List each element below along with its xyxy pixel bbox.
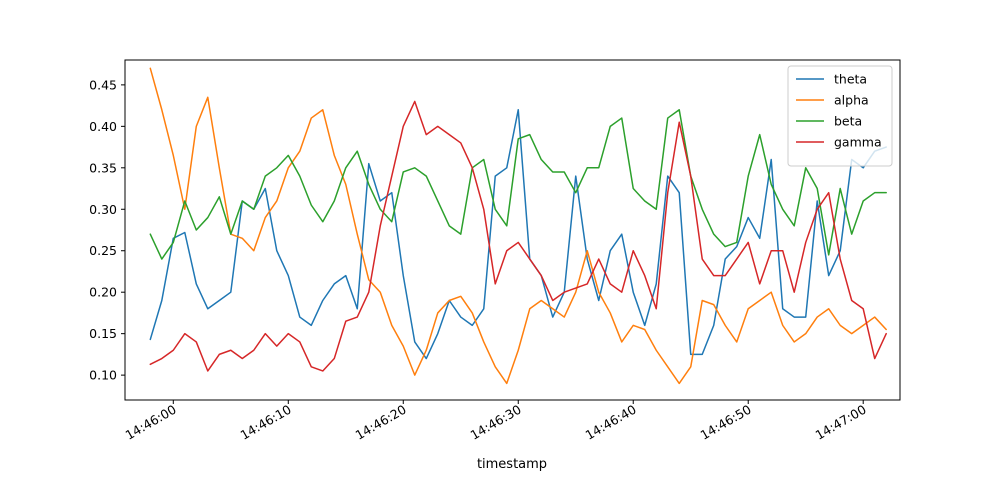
legend-label-theta: theta	[834, 72, 867, 87]
plot-frame	[124, 59, 901, 401]
plot-area	[125, 60, 900, 400]
legend: theta alpha beta gamma	[787, 65, 893, 167]
series-line-beta	[149, 109, 887, 260]
legend-label-beta: beta	[834, 114, 862, 129]
x-axis-title: timestamp	[477, 457, 547, 472]
series-line-alpha	[149, 67, 887, 385]
y-tick-label: 0.35	[89, 160, 117, 175]
y-tick-label: 0.15	[89, 326, 117, 341]
y-tick-label: 0.20	[89, 285, 117, 300]
series-line-theta	[149, 109, 887, 360]
y-axis: 0.10 0.15 0.20 0.25 0.30 0.35 0.40 0.45	[89, 77, 125, 383]
y-tick-label: 0.30	[89, 202, 117, 217]
series-line-gamma	[149, 100, 887, 372]
y-tick-label: 0.10	[89, 368, 117, 383]
y-tick-label: 0.45	[89, 77, 117, 92]
legend-label-alpha: alpha	[834, 93, 869, 108]
y-tick-label: 0.40	[89, 119, 117, 134]
legend-label-gamma: gamma	[834, 135, 882, 150]
y-tick-label: 0.25	[89, 243, 117, 258]
legend-box	[787, 65, 893, 167]
series-layer	[149, 67, 887, 385]
